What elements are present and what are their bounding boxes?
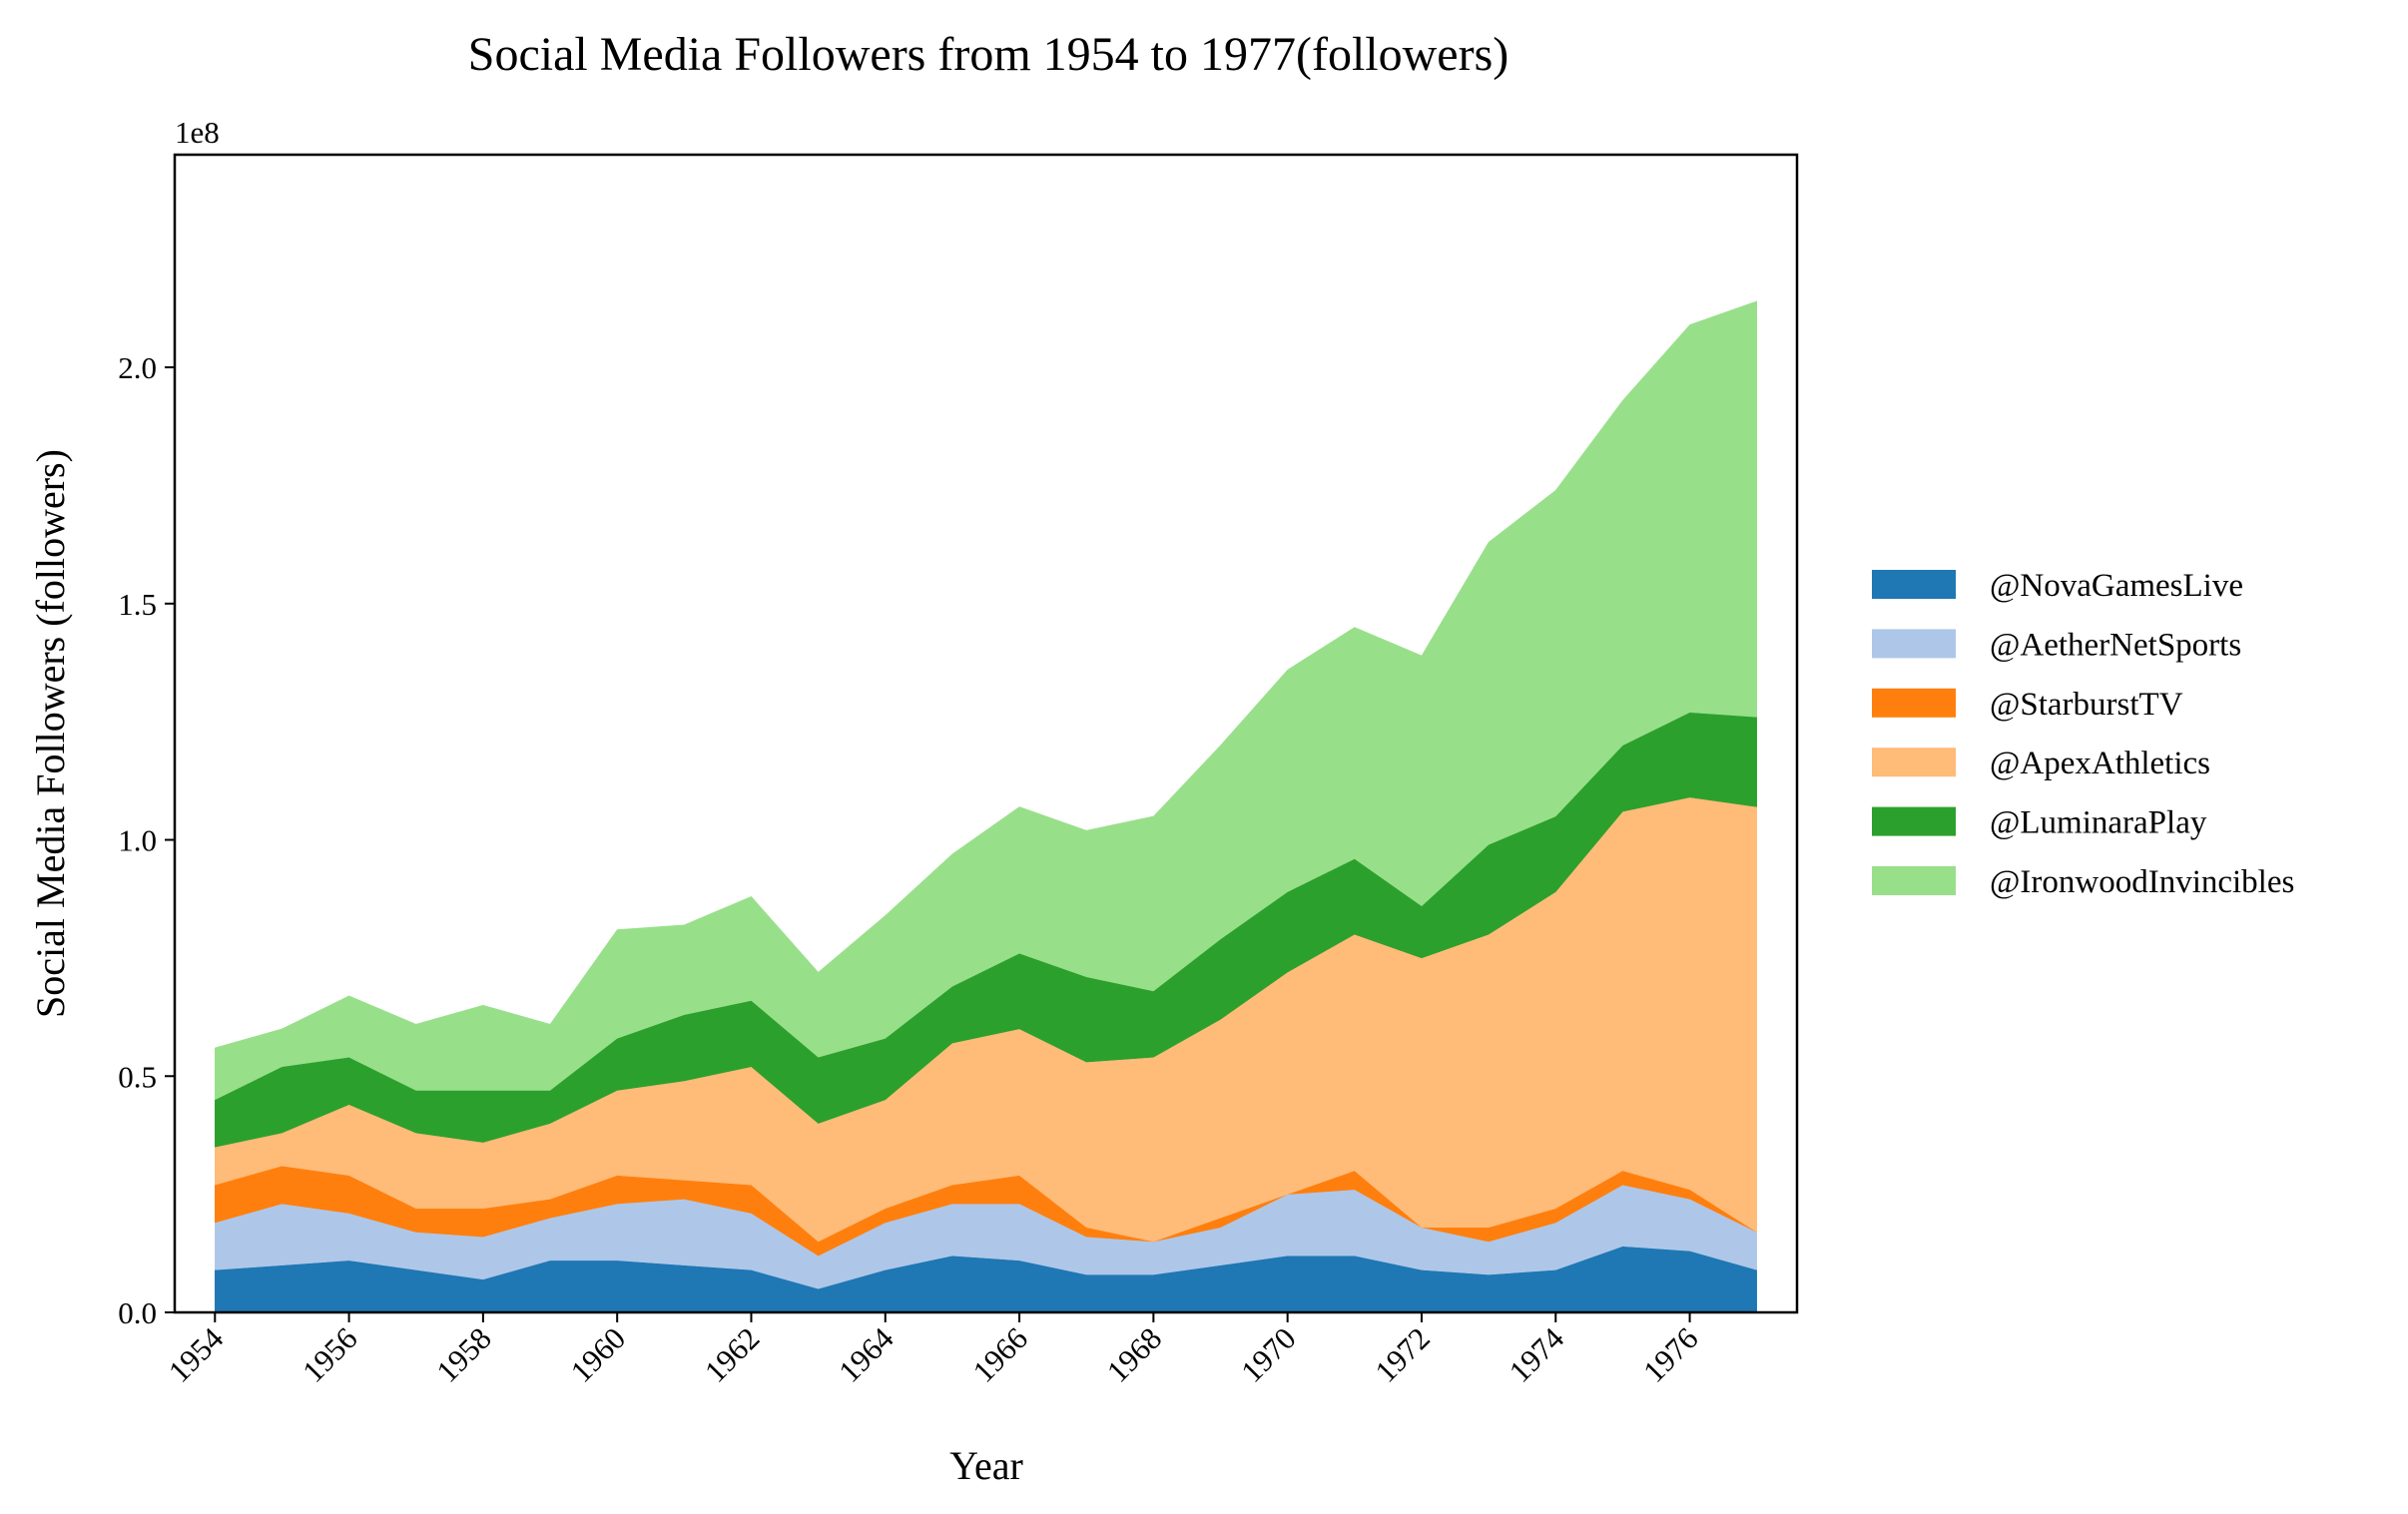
legend-swatch-aethernetsports — [1872, 629, 1956, 659]
legend-label-apexathletics: @ApexAthletics — [1990, 746, 2210, 781]
legend-label-ironwoodinvincibles: @IronwoodInvincibles — [1990, 864, 2294, 900]
y-tick-label: 1.5 — [118, 587, 157, 622]
x-tick-label: 1960 — [564, 1320, 633, 1389]
x-tick-label: 1972 — [1368, 1320, 1437, 1389]
legend-label-aethernetsports: @AetherNetSports — [1990, 627, 2241, 663]
legend-swatch-ironwoodinvincibles — [1872, 866, 1956, 895]
area-ironwoodinvincibles — [215, 300, 1757, 1101]
chart-title: Social Media Followers from 1954 to 1977… — [468, 28, 1509, 81]
legend-swatch-novagameslive — [1872, 570, 1956, 599]
y-tick-label: 0.5 — [118, 1059, 157, 1094]
y-axis-label: Social Media Followers (followers) — [28, 449, 73, 1018]
x-tick-label: 1970 — [1234, 1320, 1303, 1389]
x-tick-label: 1956 — [296, 1320, 364, 1389]
legend-swatch-starbursttv — [1872, 688, 1956, 718]
x-tick-label: 1954 — [162, 1320, 231, 1389]
y-tick-label: 2.0 — [118, 350, 157, 385]
y-tick-label: 1.0 — [118, 823, 157, 858]
y-axis: 0.0 0.5 1.0 1.5 2.0 — [118, 350, 175, 1330]
y-tick-label: 0.0 — [118, 1295, 157, 1330]
x-tick-label: 1966 — [965, 1320, 1034, 1389]
x-tick-label: 1974 — [1503, 1320, 1571, 1389]
y-offset-label: 1e8 — [175, 115, 220, 150]
x-tick-label: 1968 — [1100, 1320, 1169, 1389]
x-axis: 1954 1956 1958 1960 1962 1964 1966 1968 1970 1972… — [162, 1312, 1705, 1389]
legend-swatch-apexathletics — [1872, 748, 1956, 777]
x-axis-label: Year — [949, 1443, 1023, 1488]
x-tick-label: 1962 — [698, 1320, 767, 1389]
x-tick-label: 1976 — [1636, 1320, 1705, 1389]
legend-swatch-luminaraplay — [1872, 806, 1956, 836]
area-series-group — [215, 300, 1757, 1313]
legend: @NovaGamesLive @AetherNetSports @Starburst… — [1872, 568, 2294, 900]
legend-label-novagameslive: @NovaGamesLive — [1990, 568, 2243, 604]
plot-frame — [173, 153, 1799, 1314]
x-tick-label: 1964 — [832, 1320, 901, 1389]
legend-label-luminaraplay: @LuminaraPlay — [1990, 805, 2207, 841]
legend-label-starbursttv: @StarburstTV — [1990, 687, 2183, 723]
x-tick-label: 1958 — [429, 1320, 498, 1389]
